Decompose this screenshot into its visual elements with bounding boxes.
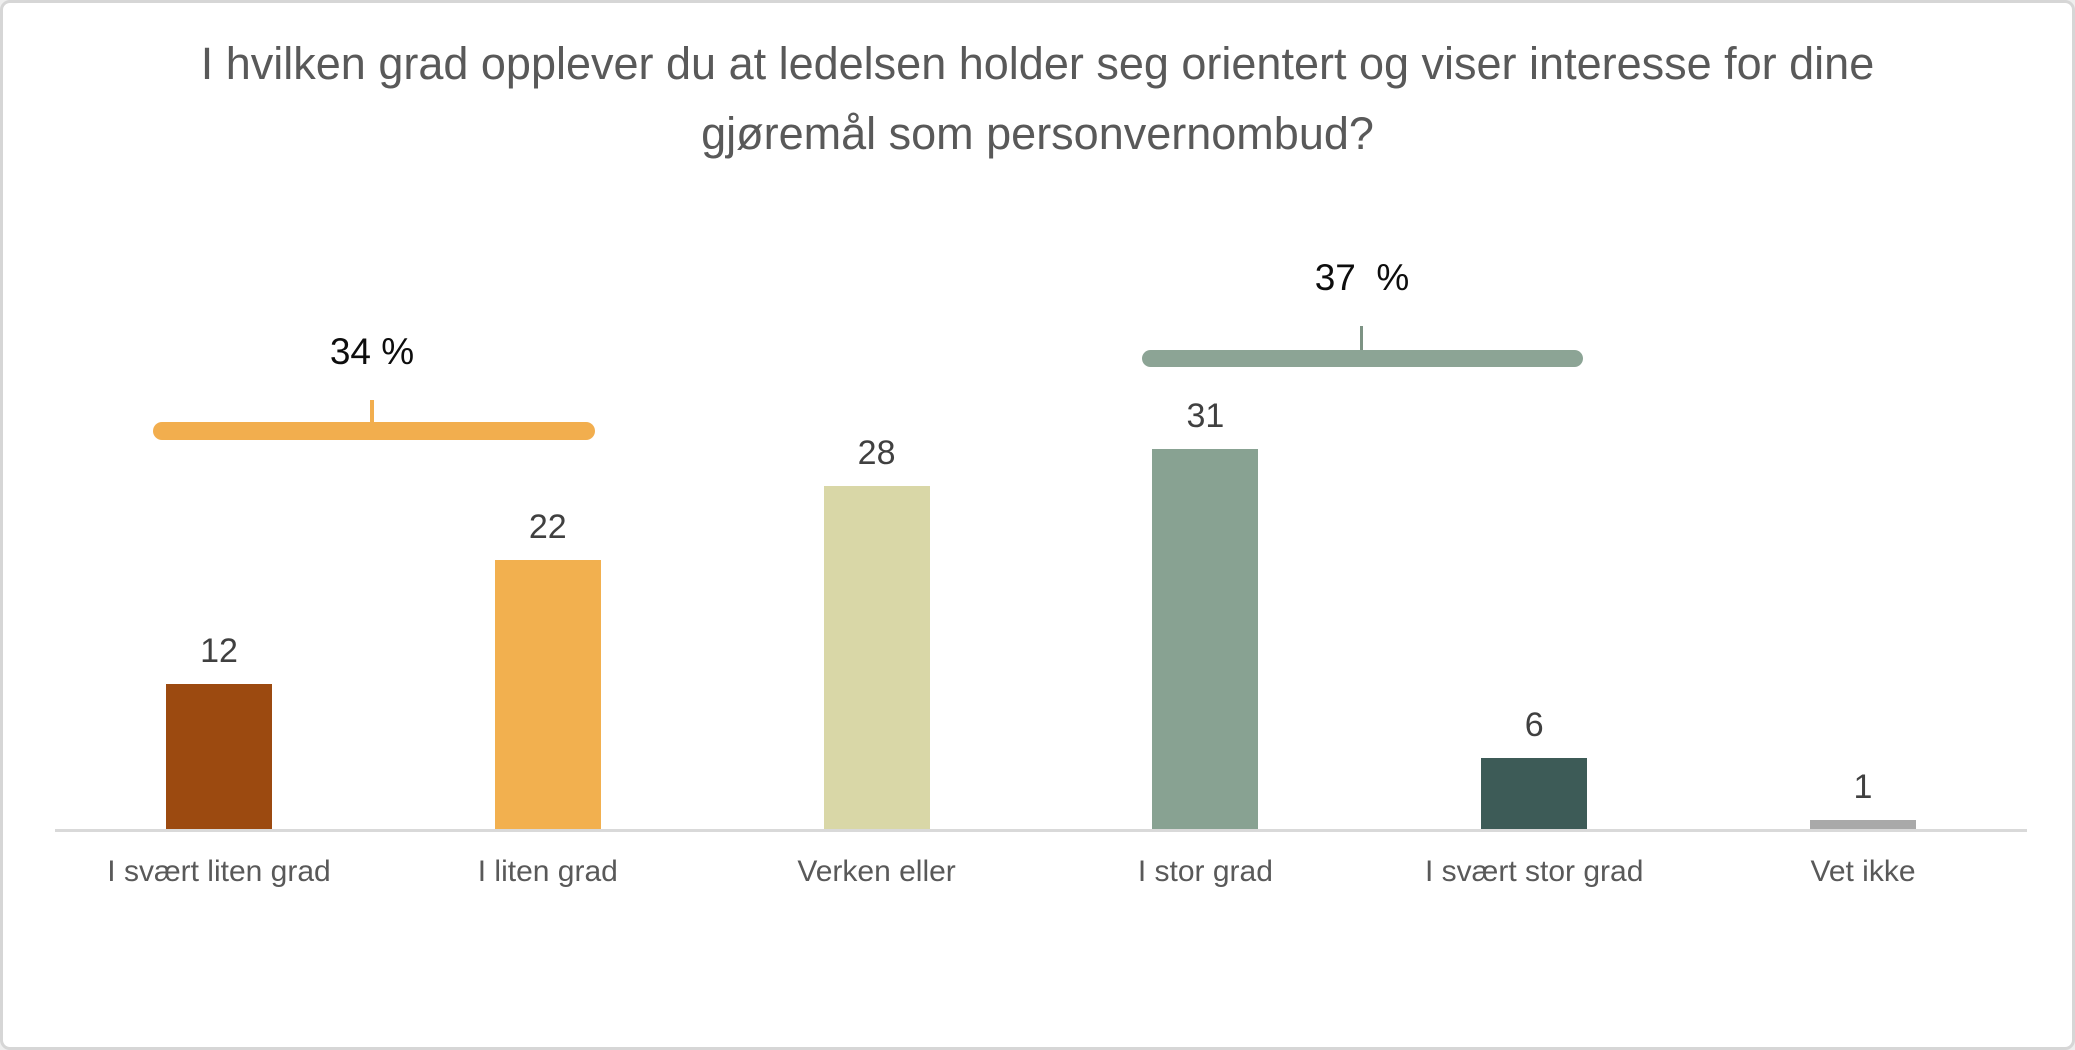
bar-value-label: 6: [1524, 706, 1544, 744]
annotation-low-percent-label: 34 %: [329, 331, 415, 372]
bar-category-label: I svært stor grad: [1424, 855, 1644, 888]
annotation-high-bracket-tick: [1360, 326, 1363, 352]
annotation-low-bracket: [153, 422, 595, 440]
bar-value-label: 1: [1853, 768, 1873, 806]
chart-title: I hvilken grad opplever du at ledelsen h…: [200, 38, 1875, 159]
annotation-high-percent-label: 37 %: [1314, 257, 1410, 298]
bar-value-label: 28: [857, 434, 896, 472]
bar: [166, 684, 272, 832]
bar-category-label: I liten grad: [477, 855, 618, 888]
bar: [823, 486, 930, 832]
bar-value-label: 22: [528, 508, 567, 546]
bar-value-label: 31: [1186, 397, 1225, 435]
bar: [1152, 449, 1259, 832]
bar-value-label: 12: [200, 632, 238, 670]
annotation-high-bracket: [1142, 350, 1583, 367]
bar-category-label: Vet ikke: [1810, 855, 1916, 888]
bar-category-label: I stor grad: [1137, 855, 1273, 888]
bar: [1481, 758, 1588, 832]
bar-category-label: Verken eller: [797, 855, 956, 888]
bar: [494, 560, 601, 832]
x-axis-line: [55, 829, 2027, 832]
bar-category-label: I svært liten grad: [107, 855, 331, 888]
annotation-low-bracket-tick: [370, 400, 374, 424]
